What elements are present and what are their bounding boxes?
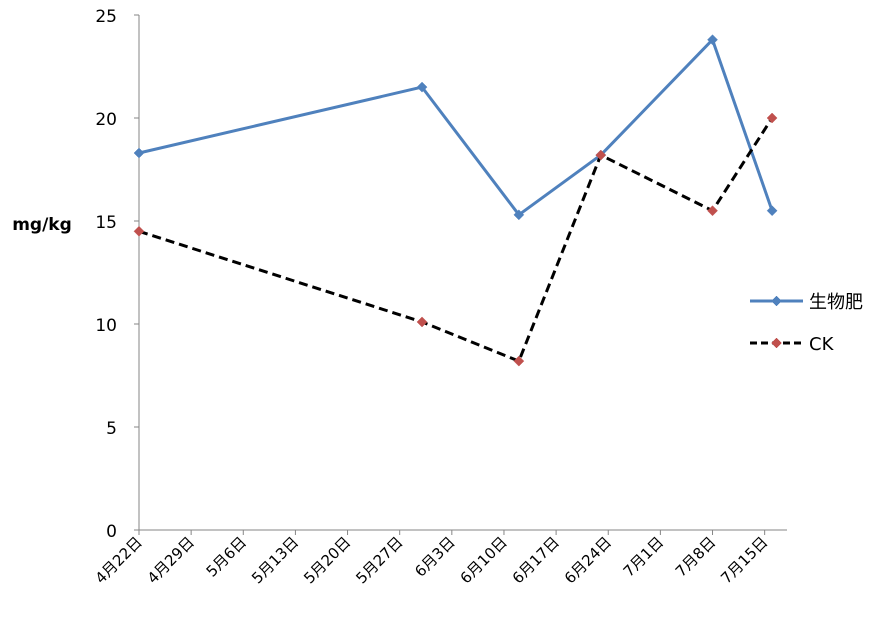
data-point-marker xyxy=(513,355,525,367)
x-tick-label: 7月1日 xyxy=(620,533,667,580)
legend-label: CK xyxy=(809,334,835,355)
y-axis-label: mg/kg xyxy=(12,215,72,235)
y-tick-label: 0 xyxy=(106,522,117,542)
x-tick-label: 7月8日 xyxy=(672,533,719,580)
data-point-marker xyxy=(766,205,778,217)
legend: 生物肥 CK xyxy=(750,292,863,355)
series-layer xyxy=(133,34,778,367)
data-point-marker xyxy=(707,34,718,46)
data-point-marker xyxy=(416,81,428,93)
x-tick-label: 6月10日 xyxy=(457,533,511,587)
y-tick-label: 15 xyxy=(95,213,117,233)
data-point-marker xyxy=(766,112,778,124)
x-tick-label: 6月24日 xyxy=(561,533,615,587)
x-tick-label: 7月15日 xyxy=(717,533,771,587)
data-point-marker xyxy=(133,225,145,237)
x-tick-label: 5月13日 xyxy=(248,533,302,587)
y-tick-label: 5 xyxy=(106,419,117,439)
x-tick-label: 5月6日 xyxy=(203,533,250,580)
data-point-marker xyxy=(416,316,428,328)
x-tick-label: 6月3日 xyxy=(411,533,458,580)
data-point-marker xyxy=(513,209,525,221)
data-point-marker xyxy=(707,205,718,217)
x-tick-label: 5月27日 xyxy=(352,533,406,587)
series-line xyxy=(138,38,774,217)
x-tick-label: 4月22日 xyxy=(92,533,146,587)
legend-label: 生物肥 xyxy=(809,292,863,313)
x-tick-label: 5月20日 xyxy=(300,533,354,587)
y-tick-label: 10 xyxy=(95,316,117,336)
series-line xyxy=(138,117,774,363)
series-group xyxy=(133,34,778,221)
data-point-marker xyxy=(133,147,145,159)
series-group xyxy=(133,112,778,367)
data-point-marker xyxy=(595,149,607,161)
data-point-marker xyxy=(771,295,782,307)
x-tick-label: 6月17日 xyxy=(509,533,563,587)
y-tick-label: 25 xyxy=(95,7,117,27)
y-tick-label: 20 xyxy=(95,110,117,130)
data-point-marker xyxy=(771,337,782,349)
x-tick-label: 4月29日 xyxy=(144,533,198,587)
y-axis-ticks: 0 5 10 15 20 25 xyxy=(95,7,139,542)
